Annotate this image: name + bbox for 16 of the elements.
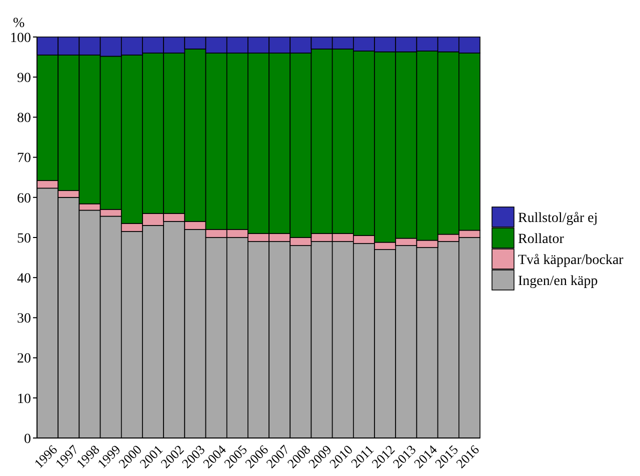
y-tick-label: 30 [17,312,31,327]
y-tick-label: 10 [17,392,31,407]
y-tick-label: 50 [17,231,31,246]
legend-label: Två käppar/bockar [518,252,624,268]
legend-label: Ingen/en käpp [518,274,598,289]
y-tick-label: 100 [10,30,31,46]
y-tick-label: 80 [17,111,31,126]
y-axis-title: % [13,16,25,31]
y-tick-label: 90 [17,71,31,86]
y-tick-label: 40 [17,272,31,286]
y-tick-label: 20 [17,352,31,367]
y-tick-label: 0 [24,432,31,447]
legend-label: Rullstol/går ej [518,210,598,226]
y-tick-label: 60 [17,191,31,206]
legend-label: Rollator [518,232,564,247]
y-tick-label: 70 [17,151,31,166]
